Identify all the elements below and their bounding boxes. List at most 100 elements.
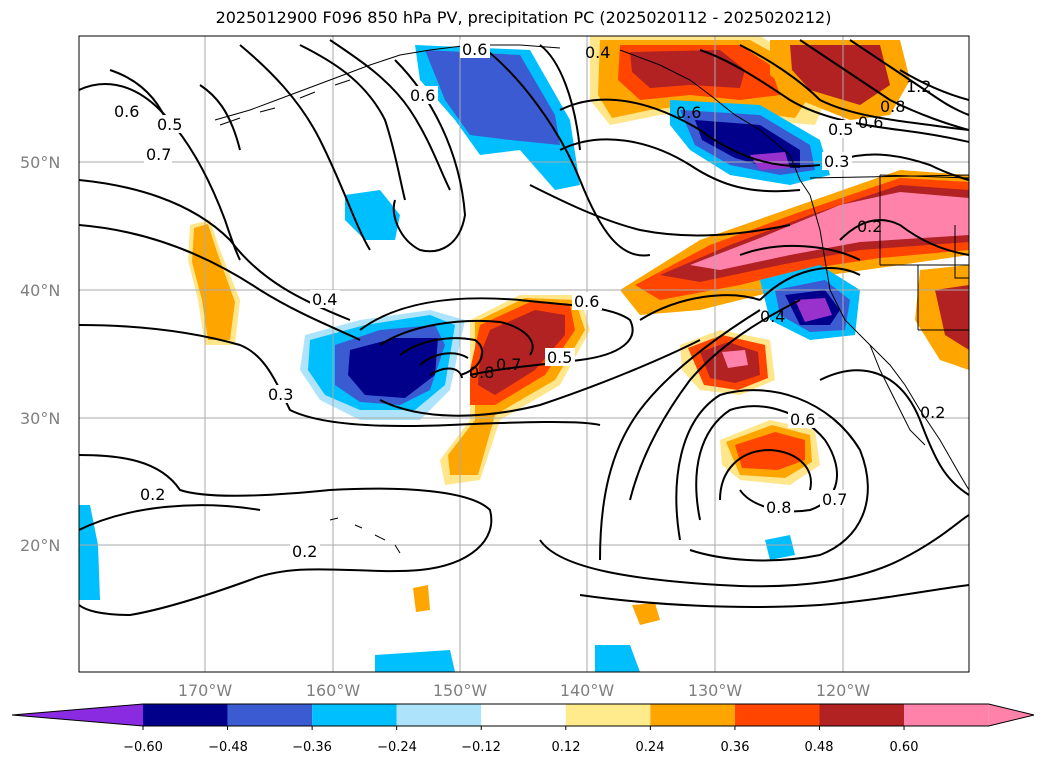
colorbar-tick-label: −0.60 (123, 740, 163, 755)
contour-line (899, 69, 969, 101)
anomaly-negative-goa-inner (425, 50, 560, 145)
colorbar-tick-label: 0.36 (721, 740, 750, 755)
colorbar-segment (312, 704, 397, 726)
contour-label: 0.6 (858, 113, 883, 132)
contour-line (79, 179, 351, 321)
lat-label: 50°N (20, 153, 60, 172)
lat-axis-labels: 50°N 40°N 30°N 20°N (20, 153, 60, 555)
colorbar-segment (143, 704, 228, 726)
colorbar-segment (650, 704, 735, 726)
colorbar-tick-label: −0.12 (461, 740, 501, 755)
anomaly-positive-band-pink (690, 192, 969, 270)
lat-label: 20°N (20, 536, 60, 555)
colorbar-tick-label: 0.48 (805, 740, 834, 755)
contour-line (739, 244, 861, 261)
contour-line (559, 98, 821, 168)
contour-label: 0.3 (268, 385, 293, 404)
contour-line (429, 367, 463, 379)
contour-label: 0.2 (857, 217, 882, 236)
lon-label: 150°W (433, 681, 488, 700)
contour-label: 0.2 (920, 403, 945, 422)
lon-label: 170°W (178, 681, 233, 700)
contour-line (379, 319, 534, 356)
contour-line (79, 504, 261, 531)
anomaly-positive-east-core (935, 285, 969, 350)
anomaly-negative-small-4 (375, 650, 455, 672)
contour-line (529, 184, 791, 237)
contour-label: 0.4 (760, 307, 785, 326)
colorbar-segment (565, 704, 651, 726)
colorbar-segment (227, 704, 313, 726)
contour-label: 0.5 (828, 120, 853, 139)
map-frame (78, 35, 970, 673)
contour-label: 0.6 (790, 410, 815, 429)
lat-label: 30°N (20, 409, 60, 428)
contour-line (539, 44, 581, 151)
contour-label: 0.4 (585, 43, 610, 62)
us-west-coast (809, 194, 969, 491)
contour-line (739, 44, 969, 131)
colorbar-tick-label: 0.12 (552, 740, 581, 755)
colorbar-tick-label: 0.24 (636, 740, 665, 755)
anomaly-negative-central-navy (348, 338, 438, 398)
contour-line (719, 448, 812, 501)
contour-line (79, 224, 361, 341)
contour-line (479, 44, 651, 257)
contour-line (239, 44, 371, 251)
map: 0.6 0.5 0.7 0.6 0.6 0.4 0.5 0.6 0.3 0.2 … (20, 35, 970, 700)
lon-label: 120°W (816, 681, 871, 700)
colorbar-ticks: −0.60 −0.48 −0.36 −0.24 −0.12 0.12 0.24 … (123, 740, 918, 755)
contour-line (399, 337, 484, 376)
anomaly-negative-small-5 (79, 505, 100, 600)
colorbar-segment (819, 704, 905, 726)
anomaly-negative-coast-center (795, 298, 832, 322)
contour-line (199, 84, 241, 151)
contour-label: 0.6 (676, 103, 701, 122)
colorbar-tick-label: −0.36 (292, 740, 332, 755)
contour-label: 0.6 (114, 102, 139, 121)
contour-line (675, 389, 869, 562)
anomaly-positive-west-orange (192, 224, 235, 340)
anomaly-positive-small-7 (413, 585, 430, 612)
contour-label: 0.3 (824, 152, 849, 171)
lon-axis-labels: 170°W 160°W 150°W 140°W 130°W 120°W (178, 681, 871, 700)
contour-line (629, 299, 801, 501)
coastlines (214, 44, 969, 554)
contour-line (419, 352, 469, 366)
hawaii-islands (329, 517, 401, 554)
contour-line (392, 59, 467, 253)
contour-label: 0.8 (469, 363, 494, 382)
contour-label: 1.2 (906, 77, 931, 96)
lon-label: 160°W (306, 681, 361, 700)
contour-line (799, 39, 969, 131)
contour-line (699, 49, 969, 143)
contour-line (379, 339, 701, 417)
colorbar-segment (734, 704, 820, 726)
contour-label: 0.5 (157, 115, 182, 134)
contour-line (559, 138, 801, 193)
baja-coast (869, 344, 926, 446)
contour-line (329, 39, 451, 191)
map-title: 2025012900 F096 850 hPa PV, precipitatio… (215, 8, 832, 27)
precip-anomaly-shading (79, 36, 969, 672)
contour-label: 0.5 (547, 348, 572, 367)
contour-line (759, 267, 861, 301)
contour-line (79, 454, 493, 617)
colorbar-tick-label: −0.24 (377, 740, 417, 755)
anomaly-negative-small-2 (765, 535, 795, 560)
contour-label: 0.6 (410, 86, 435, 105)
contour-line (599, 309, 761, 561)
contour-line (299, 44, 406, 201)
colorbar-segments (11, 703, 1035, 730)
colorbar-segment (481, 704, 566, 726)
lon-label: 130°W (688, 681, 743, 700)
contour-label: 0.7 (146, 145, 171, 164)
anomaly-positive-mid-pink (722, 350, 748, 368)
lat-label: 40°N (20, 281, 60, 300)
canada-coast (619, 49, 811, 196)
colorbar-outline (11, 703, 1035, 727)
anomaly-positive-canada-core (790, 45, 890, 105)
colorbar-tick-label: 0.60 (890, 740, 919, 755)
contour-line (819, 369, 969, 496)
colorbar-segment (904, 704, 989, 726)
